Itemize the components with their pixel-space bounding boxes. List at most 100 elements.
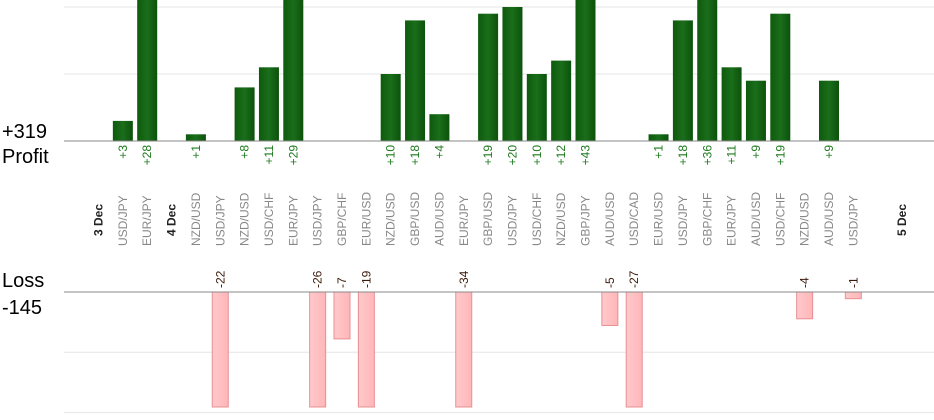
day-label: 5 Dec: [895, 204, 909, 236]
profit-bar: [380, 74, 401, 141]
profit-bar: [672, 20, 693, 141]
loss-bar: [333, 291, 351, 340]
profit-value-label: +3: [116, 145, 130, 159]
category-label: USD/JPY: [676, 195, 690, 246]
category-label: USD/JPY: [311, 195, 325, 246]
day-label: 4 Dec: [165, 204, 179, 236]
profit-bar: [819, 80, 839, 141]
category-label: NZD/USD: [189, 192, 203, 246]
category-label: EUR/JPY: [725, 195, 739, 246]
category-label: USD/CHF: [262, 193, 276, 246]
profit-value-label: +10: [384, 145, 398, 166]
profit-value-label: +29: [286, 145, 300, 166]
loss-total: -145: [2, 297, 42, 319]
loss-bar: [625, 291, 643, 408]
category-label: GBP/USD: [481, 192, 495, 246]
loss-value-label: -1: [846, 277, 860, 288]
loss-value-label: -4: [798, 277, 812, 288]
profit-bar: [234, 87, 255, 141]
profit-bar: [185, 134, 206, 141]
profit-bar: [526, 74, 547, 141]
category-label: NZD/USD: [798, 192, 812, 246]
loss-value-label: -27: [627, 270, 641, 288]
day-labels: 3 Dec 4 Dec 5 Dec: [92, 204, 910, 236]
profit-value-label: +9: [749, 145, 763, 159]
loss-bar: [211, 291, 229, 408]
profit-bar: [405, 20, 426, 141]
profit-value-label: +36: [700, 145, 714, 166]
profit-bar: [770, 13, 791, 142]
category-label: GBP/CHF: [700, 193, 714, 246]
loss-heading: Loss: [2, 270, 44, 292]
loss-value-labels: -22 -26 -7 -19 -34 -5 -27 -4 -1: [213, 270, 860, 288]
category-label: GBP/CHF: [335, 193, 349, 246]
loss-bar: [796, 291, 814, 320]
loss-bar: [601, 291, 619, 326]
profit-bar: [697, 0, 718, 141]
profit-bar: [575, 0, 596, 141]
category-label: EUR/JPY: [286, 195, 300, 246]
profit-bar: [258, 67, 279, 141]
category-label: GBP/USD: [408, 192, 422, 246]
profit-value-label: +4: [432, 145, 446, 159]
profit-bar: [283, 0, 304, 141]
profit-bar: [502, 7, 523, 141]
loss-bar: [309, 291, 327, 408]
profit-value-label: +1: [189, 145, 203, 159]
category-label: EUR/JPY: [457, 195, 471, 246]
category-label: AUD/USD: [432, 192, 446, 246]
profit-bar: [137, 0, 158, 141]
category-label: GBP/JPY: [579, 195, 593, 246]
profit-value-label: +19: [481, 145, 495, 166]
profit-value-label: +10: [530, 145, 544, 166]
profit-value-label: +28: [140, 145, 154, 166]
profit-value-label: +43: [579, 145, 593, 166]
category-label: USD/CAD: [627, 192, 641, 246]
profit-value-label: +19: [773, 145, 787, 166]
profit-value-label: +9: [822, 145, 836, 159]
profit-bar: [478, 13, 499, 142]
loss-value-label: -26: [311, 270, 325, 288]
profit-value-label: +20: [505, 145, 519, 166]
loss-bar: [357, 291, 375, 408]
category-label: AUD/USD: [603, 192, 617, 246]
loss-bar: [844, 291, 862, 300]
day-label: 3 Dec: [92, 204, 106, 236]
category-label: EUR/USD: [359, 192, 373, 246]
profit-value-label: +8: [238, 145, 252, 159]
profit-value-labels: +3 +28 +1 +8 +11 +29 +10 +18 +4 +19 +20 +10 +12 +43 +1…: [116, 145, 836, 166]
category-label: NZD/USD: [384, 192, 398, 246]
profit-bar: [648, 134, 669, 141]
loss-value-label: -5: [603, 277, 617, 288]
loss-value-label: -19: [359, 270, 373, 288]
profit-value-label: +18: [676, 145, 690, 166]
loss-bar: [455, 291, 473, 408]
category-label: USD/JPY: [505, 195, 519, 246]
category-label: USD/JPY: [116, 195, 130, 246]
profit-value-label: +12: [554, 145, 568, 166]
category-label: EUR/USD: [652, 192, 666, 246]
category-label: AUD/USD: [822, 192, 836, 246]
category-labels: USD/JPY EUR/JPY NZD/USD USD/JPY NZD/USD USD/C…: [116, 192, 860, 246]
category-label: AUD/USD: [749, 192, 763, 246]
category-label: USD/CHF: [530, 193, 544, 246]
category-label: USD/JPY: [213, 195, 227, 246]
category-label: NZD/USD: [554, 192, 568, 246]
profit-value-label: +11: [262, 145, 276, 165]
profit-value-label: +18: [408, 145, 422, 166]
profit-bar: [112, 120, 133, 141]
profit-value-label: +1: [652, 145, 666, 159]
profit-value-label: +11: [725, 145, 739, 165]
profit-bars: [112, 0, 839, 142]
loss-value-label: -22: [213, 270, 227, 288]
loss-value-label: -7: [335, 277, 349, 288]
profit-total: +319: [2, 121, 47, 143]
loss-value-label: -34: [457, 270, 471, 288]
profit-bar: [745, 80, 766, 141]
category-label: EUR/JPY: [140, 195, 154, 246]
profit-bar: [721, 67, 742, 141]
profit-heading: Profit: [2, 146, 49, 168]
category-label: USD/JPY: [846, 195, 860, 246]
profit-bar: [429, 114, 450, 141]
